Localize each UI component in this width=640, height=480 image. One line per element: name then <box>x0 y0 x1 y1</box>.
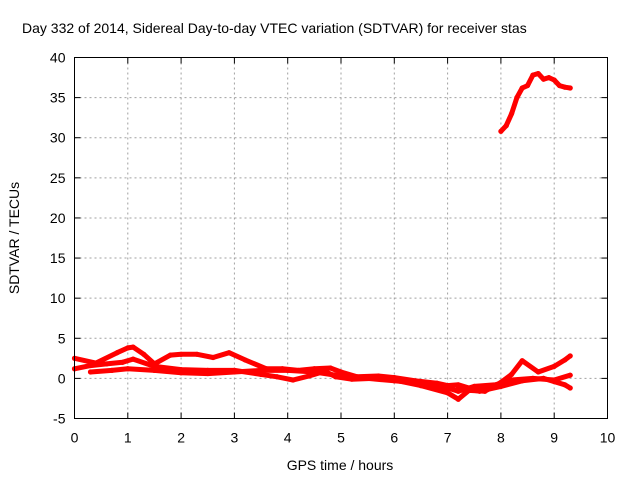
x-tick-label: 8 <box>497 430 505 446</box>
data-point-track-b <box>445 390 451 396</box>
data-point-track-e <box>530 72 536 78</box>
data-point-track-d <box>476 388 483 394</box>
data-point-track-b <box>567 353 573 359</box>
data-point-track-e <box>546 74 552 81</box>
x-axis-title: GPS time / hours <box>287 457 394 473</box>
y-tick-label: 25 <box>50 170 66 186</box>
series-line-track-c <box>88 366 573 394</box>
plot-frame <box>74 57 608 419</box>
x-tick-label: 4 <box>284 430 292 446</box>
y-tick-label: 35 <box>50 90 66 106</box>
data-point-track-e <box>540 76 547 82</box>
data-point-track-c <box>231 369 237 375</box>
data-point-track-d <box>562 382 568 388</box>
data-point-track-d <box>519 378 525 384</box>
data-point-track-c <box>365 375 371 381</box>
data-point-track-c <box>258 367 264 373</box>
data-point-track-a <box>210 354 216 361</box>
data-point-track-a <box>125 345 131 351</box>
data-point-track-e <box>498 128 504 134</box>
data-point-track-c <box>391 378 397 384</box>
data-point-track-b <box>551 363 557 369</box>
data-point-track-c <box>87 369 94 375</box>
chart-title: Day 332 of 2014, Sidereal Day-to-day VTE… <box>22 20 527 36</box>
data-point-track-e <box>567 85 573 91</box>
data-point-track-a <box>141 351 147 357</box>
y-tick-label: 20 <box>50 210 66 226</box>
data-point-track-b <box>119 359 126 365</box>
y-tick-label: 30 <box>50 130 66 146</box>
data-point-track-e <box>508 111 515 117</box>
data-point-track-e <box>503 123 509 129</box>
data-point-track-a <box>194 351 200 357</box>
data-point-track-a <box>226 350 232 356</box>
axis-ticks: 0 1 2 3 4 5 6 7 8 9 10 -5 0 5 10 15 20 25 30 35 40 <box>50 50 616 446</box>
data-point-track-b <box>535 369 541 375</box>
series-line-track-b <box>72 353 573 402</box>
x-tick-label: 5 <box>337 430 345 446</box>
data-point-track-b <box>103 361 110 367</box>
y-tick-label: 10 <box>50 290 66 306</box>
x-tick-label: 2 <box>177 430 185 446</box>
data-point-track-b <box>290 377 296 383</box>
data-point-track-c <box>285 367 291 373</box>
series-line-track-e <box>498 71 573 134</box>
data-point-track-c <box>338 373 344 379</box>
data-point-track-b <box>455 396 461 402</box>
data-point-track-c <box>205 370 211 377</box>
data-point-track-c <box>445 385 451 391</box>
data-point-track-b <box>519 358 525 364</box>
data-point-track-d <box>455 385 461 391</box>
data-point-track-c <box>418 380 424 386</box>
series-group <box>71 70 573 402</box>
data-point-track-e <box>524 82 531 89</box>
x-tick-label: 6 <box>390 430 398 446</box>
data-point-track-b <box>306 373 312 379</box>
data-point-track-e <box>562 84 568 90</box>
y-tick-label: 0 <box>58 370 66 386</box>
data-point-track-c <box>151 367 158 373</box>
data-point-track-c <box>178 370 184 376</box>
data-point-track-c <box>125 366 131 372</box>
y-tick-label: 40 <box>50 50 66 66</box>
x-tick-label: 0 <box>71 430 79 446</box>
data-point-track-a <box>242 357 248 363</box>
y-tick-label: 15 <box>50 250 66 266</box>
data-point-track-b <box>258 371 264 377</box>
data-point-track-c <box>311 369 317 375</box>
data-point-track-e <box>514 95 520 101</box>
y-tick-label: -5 <box>53 411 66 427</box>
x-tick-label: 9 <box>550 430 558 446</box>
data-point-track-b <box>274 374 280 380</box>
data-point-track-d <box>551 378 557 385</box>
data-point-track-a <box>167 352 174 358</box>
data-point-track-b <box>562 357 568 363</box>
data-point-track-d <box>567 385 573 391</box>
y-tick-label: 5 <box>58 330 66 346</box>
data-point-track-c <box>109 367 115 373</box>
data-point-track-a <box>327 365 333 371</box>
x-tick-label: 7 <box>444 430 452 446</box>
x-tick-label: 3 <box>231 430 239 446</box>
data-point-track-b <box>508 371 515 377</box>
data-point-track-a <box>114 350 120 356</box>
x-tick-label: 10 <box>600 430 616 446</box>
data-point-track-a <box>130 344 136 350</box>
data-point-track-e <box>535 70 541 77</box>
data-point-track-d <box>498 383 504 390</box>
data-point-track-e <box>519 85 525 91</box>
data-point-track-b <box>130 356 136 362</box>
data-point-track-b <box>87 362 94 369</box>
data-point-track-e <box>556 82 563 89</box>
data-point-track-e <box>551 77 557 83</box>
y-axis-title: SDTVAR / TECUs <box>6 182 22 294</box>
data-point-track-a <box>178 351 184 357</box>
data-point-track-c <box>567 372 573 378</box>
x-tick-label: 1 <box>124 430 132 446</box>
data-point-track-d <box>540 375 547 381</box>
data-point-track-a <box>338 369 344 375</box>
data-point-track-b <box>151 363 158 369</box>
